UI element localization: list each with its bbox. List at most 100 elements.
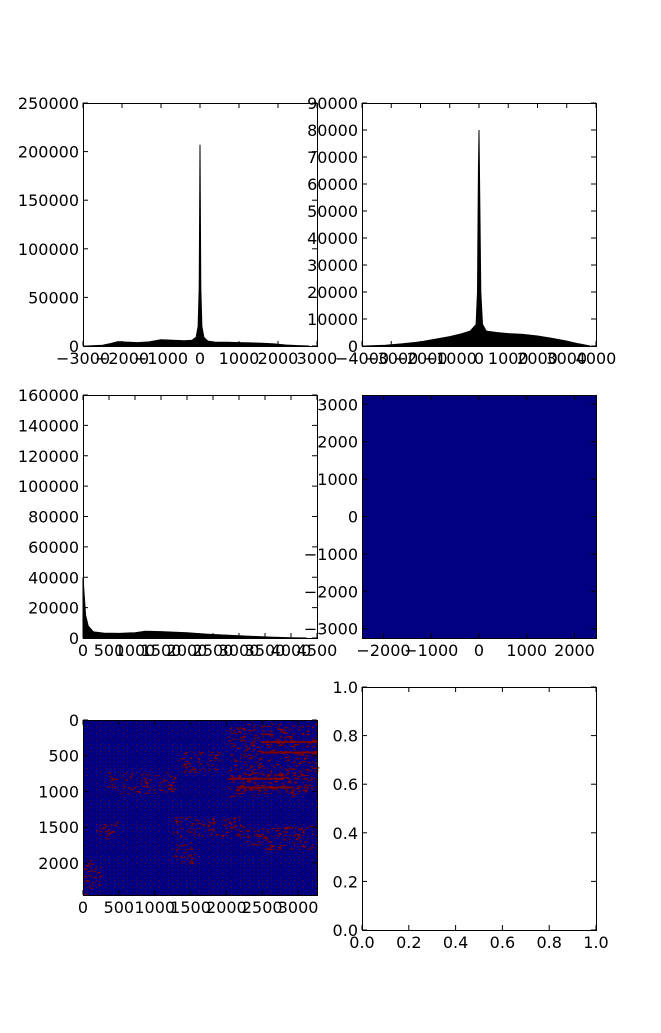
image-2-edge bbox=[296, 839, 299, 841]
image-2-edge bbox=[267, 725, 272, 728]
image-2-edge bbox=[86, 880, 91, 882]
image-2-edge bbox=[298, 792, 300, 794]
image-2-edge bbox=[144, 780, 148, 782]
hist-1-ytick-label: 200000 bbox=[18, 143, 79, 162]
image-2-edge bbox=[159, 782, 163, 784]
image-2-edge bbox=[236, 834, 240, 836]
hist-3-ytick-label: 0 bbox=[69, 629, 79, 648]
image-2-edge bbox=[257, 841, 261, 843]
image-2-edge bbox=[258, 759, 262, 761]
image-2-edge bbox=[260, 751, 317, 754]
hist-2-xtick-label: −4000 bbox=[335, 349, 389, 368]
image-2-edge bbox=[289, 838, 291, 840]
image-2-edge bbox=[189, 861, 194, 864]
image-2-edge bbox=[190, 769, 193, 771]
image-2-edge bbox=[281, 742, 285, 744]
image-2-edge bbox=[191, 823, 195, 825]
image-2-edge bbox=[238, 835, 242, 837]
image-2-edge bbox=[278, 744, 281, 747]
image-2-edge bbox=[277, 728, 280, 730]
image-2-xtick-label: 500 bbox=[104, 898, 135, 917]
image-2-edge bbox=[301, 832, 305, 834]
image-2-edge bbox=[204, 770, 206, 772]
image-2-edge bbox=[85, 868, 88, 870]
hist-3-xtick-label: 500 bbox=[94, 641, 125, 660]
image-2-edge bbox=[110, 824, 113, 826]
image-2-edge bbox=[254, 834, 257, 836]
image-2-edge bbox=[283, 839, 286, 841]
image-2-edge bbox=[246, 836, 249, 838]
image-2-edge bbox=[273, 836, 276, 838]
image-2-edge bbox=[217, 752, 222, 754]
hist-3-series bbox=[82, 577, 307, 639]
image-2-edge bbox=[150, 780, 152, 782]
image-2-edge bbox=[284, 831, 288, 833]
image-2-edge bbox=[233, 818, 236, 820]
image-2-edge bbox=[301, 761, 305, 763]
image-2-edge bbox=[295, 782, 297, 784]
image-2-edge bbox=[304, 841, 308, 843]
image-2-edge bbox=[198, 833, 201, 835]
image-2-edge bbox=[181, 861, 185, 863]
image-2-edge bbox=[244, 755, 248, 758]
image-2-edge bbox=[193, 751, 195, 753]
image-2-edge bbox=[229, 821, 231, 824]
image-2-edge bbox=[235, 790, 238, 792]
image-2-edge bbox=[291, 827, 294, 829]
image-2-edge bbox=[184, 752, 189, 754]
hist-2-xtick-label: −3000 bbox=[364, 349, 418, 368]
image-2-edge bbox=[310, 755, 313, 757]
image-2-edge bbox=[291, 725, 296, 727]
image-2-edge bbox=[108, 832, 111, 834]
image-2-edge bbox=[264, 792, 267, 794]
image-2-edge bbox=[168, 784, 172, 786]
image-2-edge bbox=[230, 826, 235, 828]
image-2-edge bbox=[128, 788, 130, 790]
image-2-edge bbox=[188, 771, 191, 773]
image-2-edge bbox=[108, 832, 113, 834]
image-2-edge bbox=[188, 863, 190, 865]
image-2-xtick-label: 1000 bbox=[134, 898, 175, 917]
image-2-edge bbox=[277, 835, 281, 837]
image-2-edge bbox=[311, 844, 314, 846]
image-2-edge bbox=[180, 821, 183, 823]
image-2-edge bbox=[251, 772, 255, 774]
image-2-edge bbox=[188, 855, 190, 857]
image-2-edge bbox=[168, 787, 172, 789]
image-2-edge bbox=[254, 737, 256, 739]
image-2-edge bbox=[246, 748, 249, 750]
image-2-xtick-label: 0 bbox=[78, 898, 88, 917]
image-2-edge bbox=[142, 773, 145, 776]
image-2-edge bbox=[309, 779, 311, 781]
image-2-edge bbox=[107, 829, 110, 831]
image-2-edge bbox=[304, 774, 308, 776]
image-2-edge bbox=[305, 769, 309, 771]
image-2-edge bbox=[312, 767, 317, 769]
image-2-edge bbox=[302, 829, 306, 831]
image-2-edge bbox=[185, 761, 189, 763]
image-2-edge bbox=[184, 753, 187, 755]
image-1-xtick-label: −1000 bbox=[404, 641, 458, 660]
image-2-edge bbox=[259, 749, 262, 751]
image-2-edge bbox=[220, 834, 225, 836]
image-2-edge bbox=[238, 775, 242, 777]
image-2-edge bbox=[260, 765, 264, 767]
image-2-edge bbox=[187, 766, 190, 768]
image-2-edge bbox=[298, 828, 303, 830]
image-2-edge bbox=[274, 781, 279, 783]
image-1-ytick-label: −1000 bbox=[304, 545, 358, 564]
image-2-edge bbox=[229, 820, 231, 822]
image-2-edge bbox=[84, 880, 86, 882]
image-2-edge bbox=[244, 771, 246, 773]
image-2-edge bbox=[273, 774, 277, 776]
image-2-edge bbox=[229, 770, 232, 772]
image-2-edge bbox=[269, 844, 274, 847]
image-2-edge bbox=[88, 875, 92, 877]
image-2-edge bbox=[246, 840, 249, 843]
image-2-edge bbox=[96, 830, 99, 832]
image-2-edge bbox=[246, 747, 248, 749]
image-2-edge bbox=[148, 789, 151, 792]
image-2-edge bbox=[90, 862, 93, 864]
image-2-edge bbox=[294, 778, 297, 780]
